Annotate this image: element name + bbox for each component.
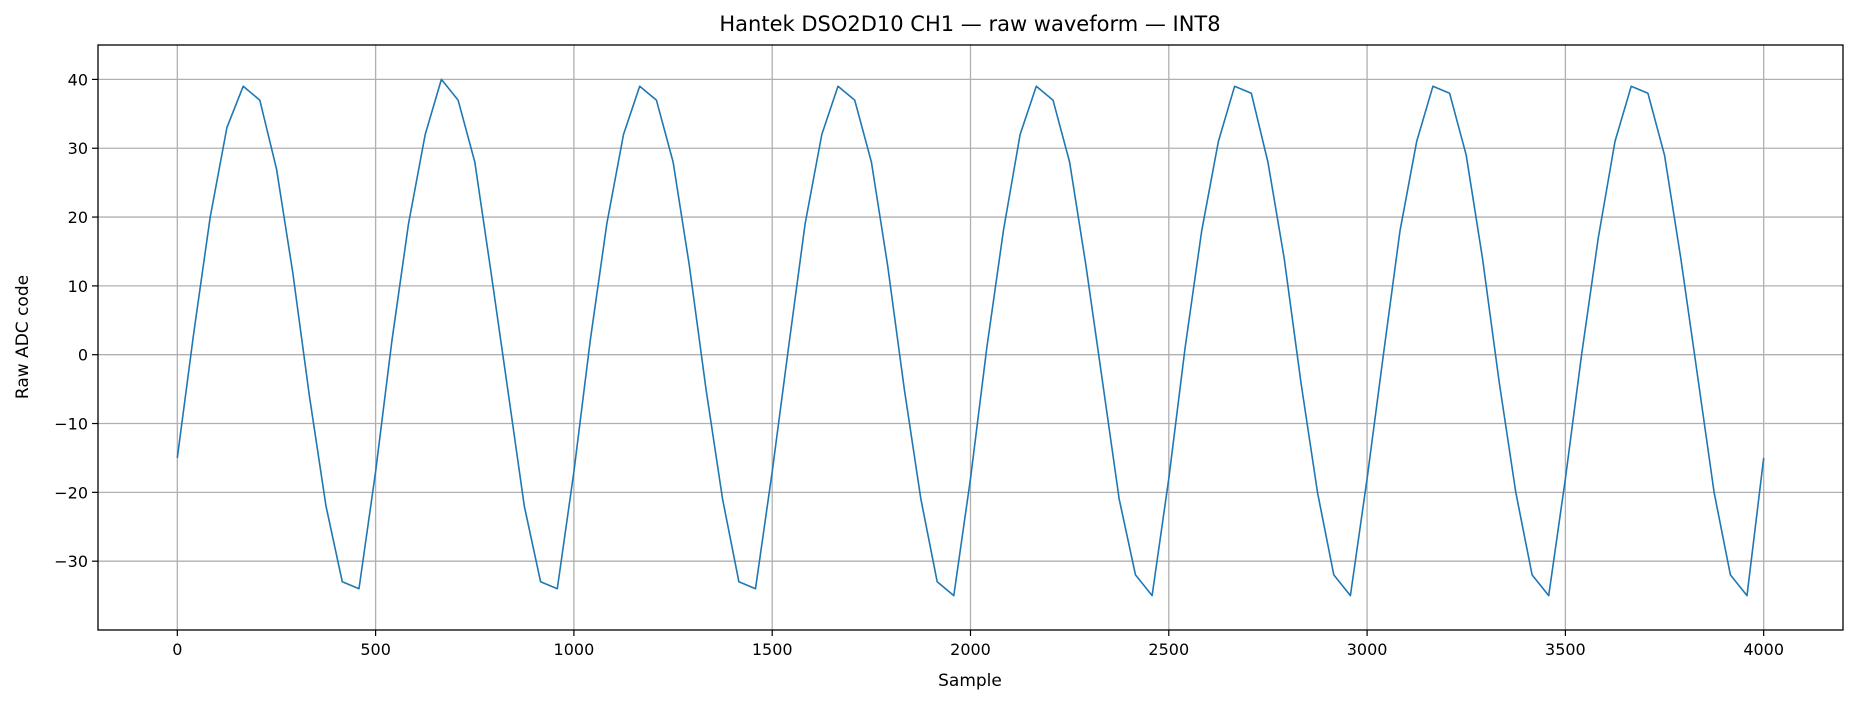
y-tick-label: −10 [54,415,88,434]
y-axis-label: Raw ADC code [13,275,33,399]
y-tick-label: 30 [68,139,88,158]
y-tick-label: −20 [54,483,88,502]
x-axis-label: Sample [938,671,1002,691]
y-tick-label: 10 [68,277,88,296]
x-tick-label: 1500 [752,640,793,659]
y-tick-label: 0 [78,346,88,365]
x-tick-label: 500 [360,640,391,659]
y-tick-label: −30 [54,552,88,571]
x-tick-label: 2000 [950,640,991,659]
x-tick-label: 3000 [1347,640,1388,659]
chart-title: Hantek DSO2D10 CH1 — raw waveform — INT8 [719,12,1220,36]
waveform-line [176,78,1765,597]
y-axis-ticks: −30 −20 −10 0 10 20 30 40 [54,70,98,571]
x-tick-label: 1000 [554,640,595,659]
x-tick-label: 3500 [1545,640,1586,659]
x-tick-label: 2500 [1148,640,1189,659]
x-tick-label: 4000 [1743,640,1784,659]
y-tick-label: 20 [68,208,88,227]
y-tick-label: 40 [68,70,88,89]
x-tick-label: 0 [172,640,182,659]
x-axis-ticks: 0 500 1000 1500 2000 2500 3000 3500 4000 [172,630,1784,659]
plot-frame [97,44,1844,631]
grid [98,45,1843,630]
